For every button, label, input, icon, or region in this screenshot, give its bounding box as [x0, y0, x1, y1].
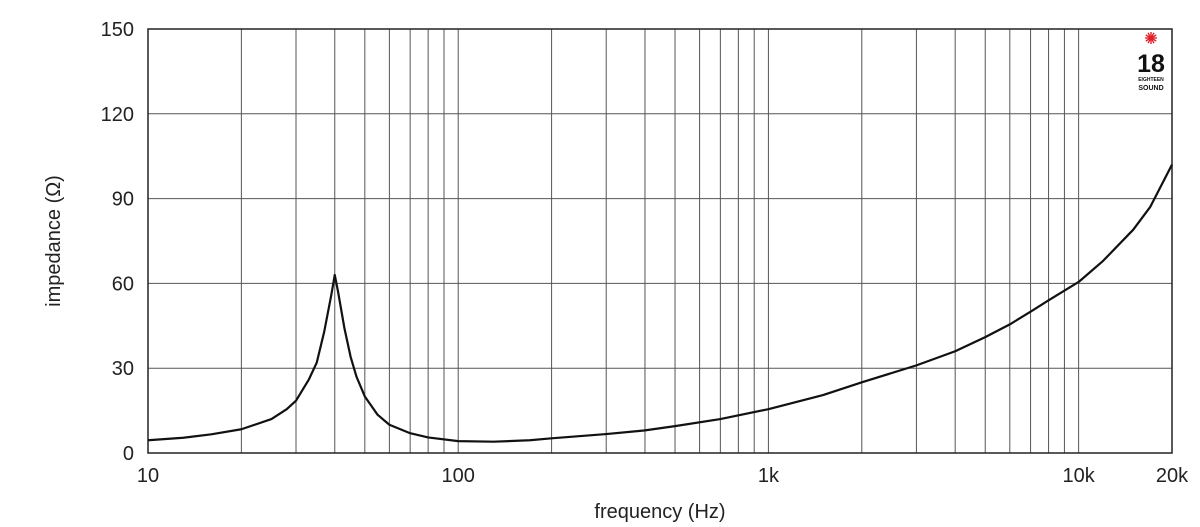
y-tick-labels: 0 30 60 90 120 150 — [101, 19, 134, 465]
y-tick-label: 120 — [101, 104, 134, 126]
brand-logo: 18 EIGHTEEN SOUND — [1137, 32, 1165, 92]
logo-line2: SOUND — [1138, 85, 1163, 92]
y-tick-label: 30 — [112, 358, 134, 380]
impedance-curve — [147, 164, 1173, 443]
x-tick-label: 20k — [1156, 465, 1189, 487]
x-axis-label: frequency (Hz) — [594, 501, 725, 523]
y-tick-label: 60 — [112, 273, 134, 295]
logo-line1: EIGHTEEN — [1138, 77, 1164, 83]
y-tick-label: 90 — [112, 189, 134, 211]
x-tick-label: 100 — [442, 465, 475, 487]
x-tick-labels: 10 100 1k 10k 20k — [137, 465, 1189, 487]
logo-number: 18 — [1137, 50, 1165, 78]
x-tick-label: 10k — [1062, 465, 1095, 487]
y-axis-label: impedance (Ω) — [43, 175, 65, 307]
y-tick-label: 150 — [101, 19, 134, 41]
y-tick-label: 0 — [123, 443, 134, 465]
grid-layer — [148, 29, 1172, 453]
x-tick-label: 10 — [137, 465, 159, 487]
x-tick-label: 1k — [758, 465, 780, 487]
star-icon — [1145, 32, 1157, 44]
plot-frame — [147, 28, 1173, 454]
